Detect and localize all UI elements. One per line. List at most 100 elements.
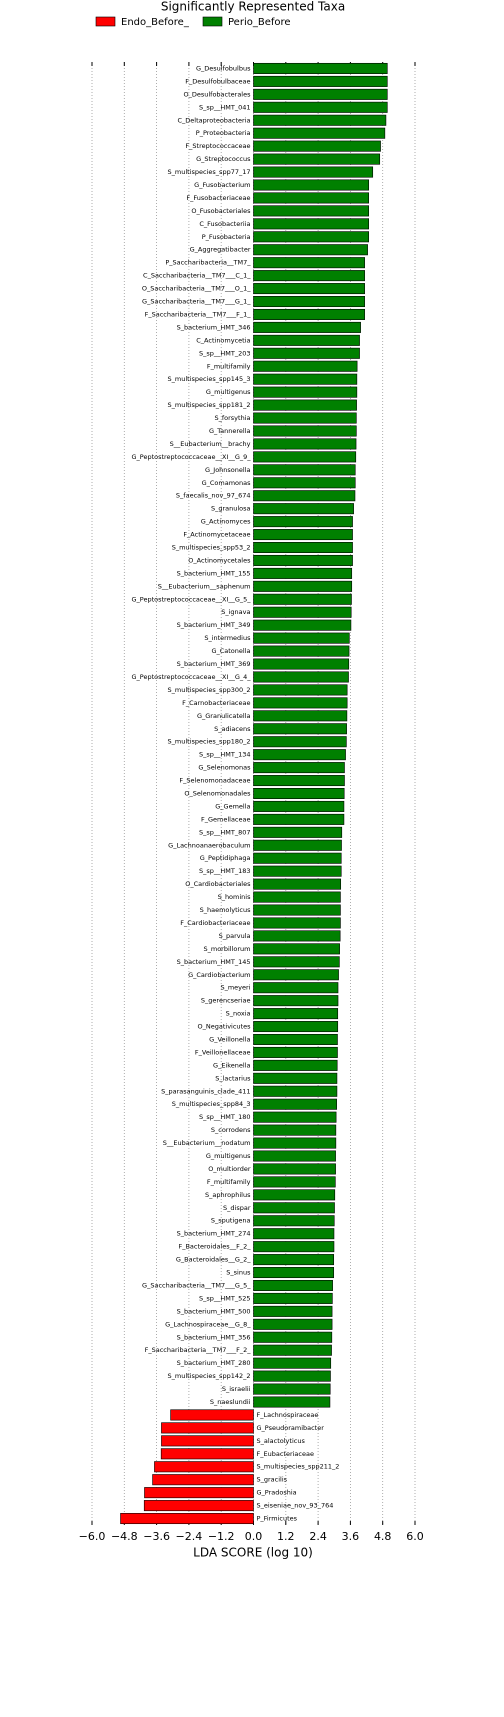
bar — [253, 62, 388, 74]
category-label: S_multispecies_spp180_2 — [168, 738, 251, 746]
category-label: G_Cardiobacterium — [188, 971, 250, 979]
category-label: G_Gemella — [215, 802, 250, 810]
category-label: S_lactarius — [215, 1074, 251, 1082]
category-label: S_bacterium_HMT_145 — [177, 958, 251, 966]
bar — [253, 412, 357, 424]
category-label: O_Selenomonadales — [184, 790, 251, 798]
category-label: S_parasanguinis_clade_411 — [161, 1087, 250, 1095]
bar — [253, 645, 350, 657]
category-label: S_sp__HMT_807 — [199, 828, 251, 836]
category-label: S_parvula — [219, 932, 251, 940]
bar — [253, 567, 353, 579]
category-label: G_Granulicatella — [197, 712, 251, 720]
bar — [253, 360, 358, 372]
category-label: P_Fusobacteria — [202, 233, 251, 241]
x-tick-label: −4.8 — [111, 1530, 138, 1543]
bar — [253, 826, 343, 838]
bar — [253, 1176, 336, 1188]
bar — [253, 244, 368, 256]
bar — [253, 775, 345, 787]
category-label: S_sp__HMT_041 — [199, 103, 251, 111]
category-label: O_Actinomycetales — [188, 556, 251, 564]
category-label: S_sputigena — [211, 1217, 251, 1225]
bar — [253, 956, 340, 968]
bar — [253, 697, 348, 709]
category-label: S_bacterium_HMT_500 — [177, 1307, 251, 1315]
bar — [253, 1228, 335, 1240]
category-label: S_bacterium_HMT_346 — [177, 323, 251, 331]
legend-label: Perio_Before — [228, 17, 291, 28]
category-label: S_bacterium_HMT_274 — [177, 1230, 251, 1238]
category-label: F_Fusobacteriaceae — [186, 194, 250, 202]
bar — [253, 425, 357, 437]
bar — [161, 1422, 254, 1434]
bar — [253, 386, 358, 398]
bar — [253, 529, 353, 541]
bar — [154, 1461, 254, 1473]
x-tick-label: −2.4 — [176, 1530, 203, 1543]
bar — [253, 516, 353, 528]
category-label: S__Eubacterium__nodatum — [163, 1139, 251, 1147]
bar — [253, 1305, 333, 1317]
bar — [253, 1370, 331, 1382]
bar — [253, 800, 345, 812]
category-label: G_Johnsonella — [205, 466, 251, 474]
legend-label: Endo_Before_ — [121, 17, 190, 28]
bar — [253, 1021, 339, 1033]
bar — [253, 593, 352, 605]
legend-swatch — [95, 16, 116, 27]
bar — [253, 1072, 338, 1084]
category-label: O_multiorder — [208, 1165, 251, 1173]
bar — [253, 477, 356, 489]
category-label: S_multispecies_spp300_2 — [168, 686, 251, 694]
category-label: O_Cardiobacteriales — [185, 880, 251, 888]
category-label: G_Peptostreptococcaceae__XI__G_4_ — [131, 673, 251, 681]
bar — [253, 166, 374, 178]
category-label: C_Actinomycetia — [196, 336, 250, 344]
category-label: G_Saccharibacteria__TM7___G_1_ — [142, 298, 251, 306]
category-label: G_Tannerella — [209, 427, 251, 435]
bar — [253, 321, 361, 333]
category-label: S__Eubacterium__brachy — [170, 440, 251, 448]
bar — [253, 1085, 338, 1097]
category-label: G_Catonella — [211, 647, 250, 655]
bar — [253, 1059, 338, 1071]
category-label: G_Pseudoramibacter — [257, 1424, 325, 1432]
bar — [253, 632, 350, 644]
category-label: F_Selenomonadaceae — [179, 777, 250, 785]
bar — [160, 1448, 254, 1460]
category-label: G_Lachnospiraceae__G_8_ — [165, 1320, 251, 1328]
category-label: C_Deltaproteobacteria — [178, 116, 251, 124]
category-label: G_Lachnoanaerobaculum — [168, 841, 250, 849]
bar — [253, 270, 365, 282]
bar — [253, 464, 356, 476]
category-label: G_Pradoshia — [257, 1489, 297, 1497]
bar — [253, 1292, 333, 1304]
category-label: S_forsythia — [214, 414, 250, 422]
bar — [253, 308, 365, 320]
bar — [253, 658, 350, 670]
bar — [253, 736, 347, 748]
bar — [253, 684, 348, 696]
category-label: S_sp__HMT_525 — [199, 1294, 251, 1302]
bar — [253, 1202, 335, 1214]
bar — [253, 101, 388, 113]
bar — [253, 839, 342, 851]
bar — [253, 930, 341, 942]
bar — [253, 1279, 333, 1291]
category-label: S_noxia — [226, 1010, 251, 1018]
bar — [253, 995, 339, 1007]
category-label: G_Peptidiphaga — [200, 854, 251, 862]
bar — [253, 218, 370, 230]
category-label: O_Desulfobacterales — [183, 90, 251, 98]
bar — [253, 1046, 338, 1058]
bar — [253, 205, 370, 217]
category-label: C_Fusobacteriia — [199, 220, 250, 228]
category-label: S_sp__HMT_180 — [199, 1113, 251, 1121]
category-label: G_multigenus — [206, 388, 251, 396]
category-label: C_Saccharibacteria__TM7___C_1_ — [143, 272, 251, 280]
category-label: S_dispar — [223, 1204, 251, 1212]
bar — [253, 542, 353, 554]
bar — [161, 1435, 254, 1447]
bar — [253, 503, 354, 515]
